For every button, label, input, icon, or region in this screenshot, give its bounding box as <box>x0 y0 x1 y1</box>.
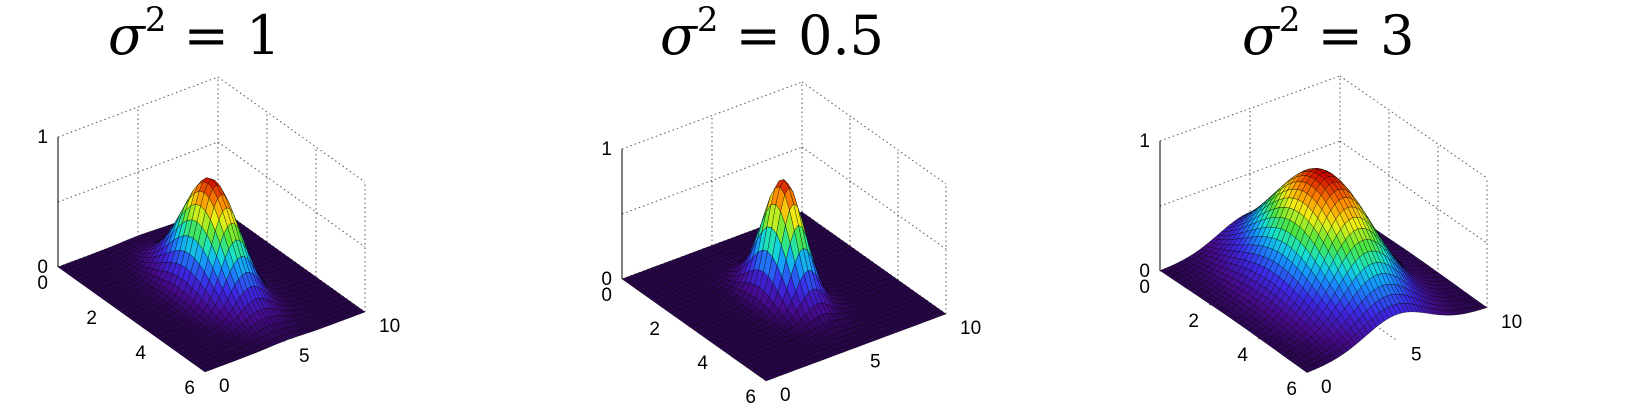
y-tick-label: 6 <box>1286 379 1297 400</box>
title-rest: = 3 <box>1300 4 1415 67</box>
y-tick-label: 0 <box>37 273 48 294</box>
panel-title-1: σ2 = 1 <box>108 0 281 67</box>
x-tick-label: 5 <box>299 346 310 367</box>
z-tick-label: 1 <box>1139 131 1150 152</box>
y-tick-label: 2 <box>649 319 660 340</box>
grid-line <box>57 76 219 138</box>
grid-line <box>621 146 803 215</box>
y-tick-label: 2 <box>1188 311 1199 332</box>
y-tick-label: 4 <box>697 353 708 374</box>
y-tick-label: 0 <box>601 285 612 306</box>
x-tick-label: 10 <box>1501 312 1522 333</box>
grid-line <box>1339 75 1488 179</box>
x-tick-label: 10 <box>379 316 400 337</box>
y-tick-label: 2 <box>86 308 97 329</box>
grid-line <box>1159 75 1341 142</box>
title-rest: = 1 <box>166 4 281 67</box>
title-exponent: 2 <box>1278 0 1301 40</box>
y-tick-label: 4 <box>1237 345 1248 366</box>
title-exponent: 2 <box>144 0 167 40</box>
x-tick-label: 0 <box>1321 377 1332 398</box>
surface-mesh <box>57 177 366 373</box>
grid-line <box>57 141 219 203</box>
grid-line <box>217 76 366 183</box>
x-tick-label: 0 <box>219 376 230 397</box>
grid-line <box>217 141 366 248</box>
grid-line <box>621 81 803 150</box>
panel-title-3: σ2 = 3 <box>1242 0 1415 67</box>
panel-title-2: σ2 = 0.5 <box>660 0 884 67</box>
x-tick-label: 5 <box>870 352 881 373</box>
surface-mesh <box>621 179 947 382</box>
z-tick-label: 0 <box>37 257 48 278</box>
y-tick-label: 6 <box>184 378 195 399</box>
z-tick-label: 1 <box>601 139 612 160</box>
title-rest: = 0.5 <box>718 4 884 67</box>
title-symbol: σ <box>108 4 145 67</box>
z-tick-label: 1 <box>37 127 48 148</box>
x-tick-label: 5 <box>1411 345 1422 366</box>
grid-line <box>801 81 947 185</box>
title-symbol: σ <box>1242 4 1279 67</box>
title-exponent: 2 <box>696 0 719 40</box>
title-symbol: σ <box>660 4 697 67</box>
y-tick-label: 6 <box>745 387 756 408</box>
x-tick-label: 0 <box>780 385 791 406</box>
y-tick-label: 4 <box>135 343 146 364</box>
x-tick-label: 10 <box>960 318 981 339</box>
surface-cell <box>199 366 210 373</box>
y-tick-label: 0 <box>1139 277 1150 298</box>
surface-mesh <box>1159 168 1488 373</box>
